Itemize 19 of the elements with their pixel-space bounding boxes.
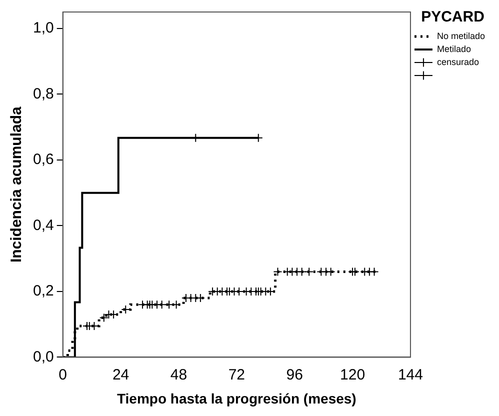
x-tick-label: 120 — [340, 366, 366, 384]
legend-title: PYCARD — [421, 8, 485, 26]
y-tick-label: 0,2 — [32, 282, 54, 300]
y-tick-label: 0,4 — [32, 216, 54, 234]
y-tick-label: 0,8 — [32, 85, 54, 102]
x-tick-label: 0 — [58, 366, 68, 384]
x-tick-label: 48 — [170, 366, 188, 384]
legend-label: Metilado — [436, 44, 472, 54]
legend-label: No metilado — [436, 30, 486, 41]
y-tick-label: 0,0 — [32, 348, 54, 366]
x-tick-label: 96 — [286, 366, 303, 384]
y-tick-label: 1,0 — [32, 20, 54, 37]
x-axis-title: Tiempo hasta la progresión (meses) — [116, 390, 356, 406]
x-tick-label: 72 — [228, 366, 246, 384]
x-tick-label: 144 — [398, 366, 423, 384]
x-tick-label: 24 — [112, 366, 130, 384]
legend-label: censurado — [436, 56, 480, 67]
y-tick-label: 0,6 — [32, 151, 54, 168]
y-axis-title: Incidencia acumulada — [8, 106, 26, 263]
